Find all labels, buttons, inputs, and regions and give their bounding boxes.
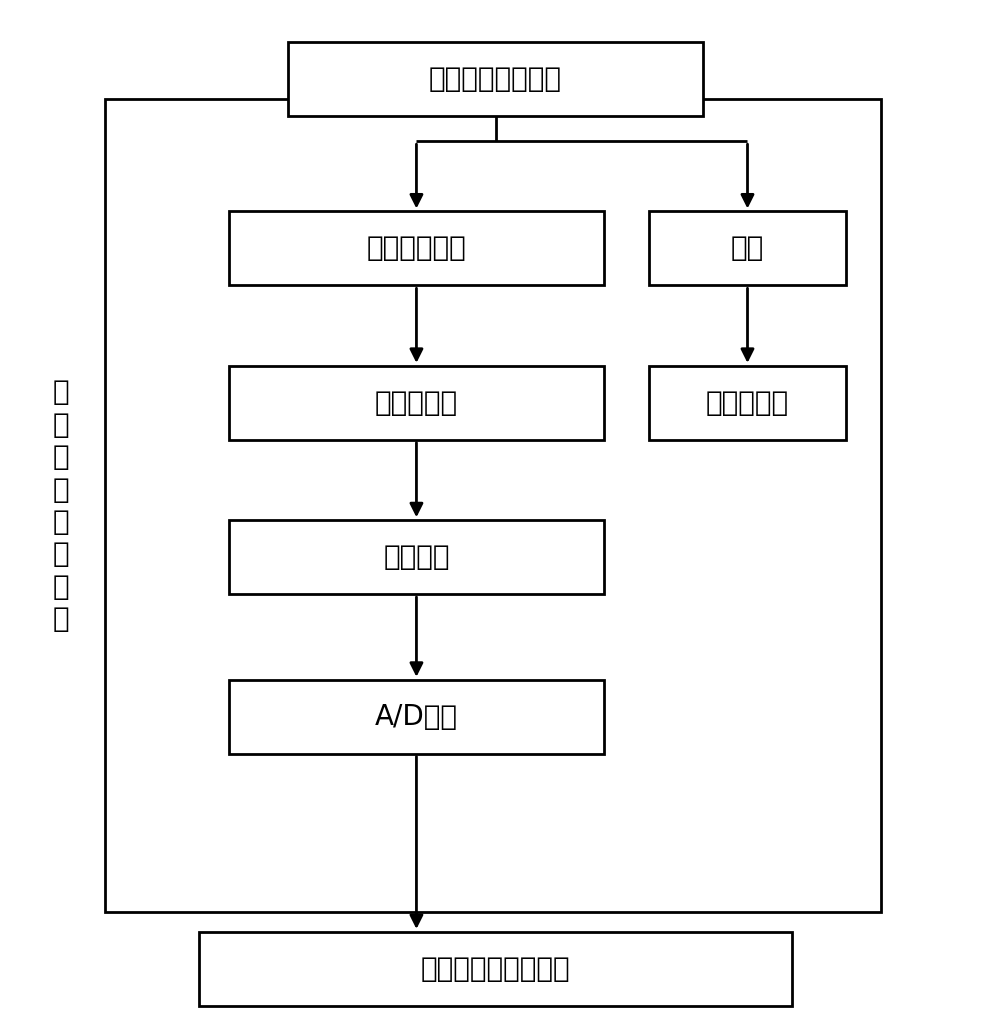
Bar bbox=[199, 932, 792, 1006]
Bar bbox=[229, 365, 605, 440]
Text: 光
电
信
号
检
测
系
统: 光 电 信 号 检 测 系 统 bbox=[53, 379, 69, 633]
Bar bbox=[649, 212, 846, 286]
Text: 光电检测转换: 光电检测转换 bbox=[367, 234, 467, 262]
Bar bbox=[229, 212, 605, 286]
Text: 前置放大器: 前置放大器 bbox=[375, 389, 458, 417]
Bar bbox=[229, 520, 605, 594]
Text: 信号优化: 信号优化 bbox=[384, 543, 450, 571]
Bar bbox=[229, 680, 605, 753]
Text: 分布式光纤传感器: 分布式光纤传感器 bbox=[429, 65, 562, 93]
Bar bbox=[288, 41, 703, 116]
Bar bbox=[105, 99, 881, 912]
Bar bbox=[649, 365, 846, 440]
Text: 光源: 光源 bbox=[731, 234, 764, 262]
Text: 计算机信号处理系统: 计算机信号处理系统 bbox=[421, 955, 570, 982]
Text: A/D转换: A/D转换 bbox=[375, 703, 458, 731]
Text: 光源驱动器: 光源驱动器 bbox=[706, 389, 789, 417]
